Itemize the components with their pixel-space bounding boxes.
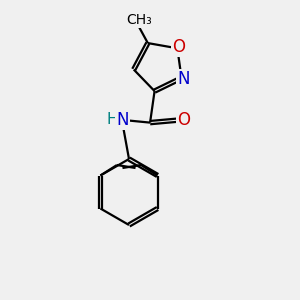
Text: N: N xyxy=(178,70,190,88)
Text: CH₃: CH₃ xyxy=(126,13,152,27)
Text: N: N xyxy=(116,111,129,129)
Text: O: O xyxy=(177,111,190,129)
Text: O: O xyxy=(172,38,185,56)
Text: H: H xyxy=(106,112,118,127)
